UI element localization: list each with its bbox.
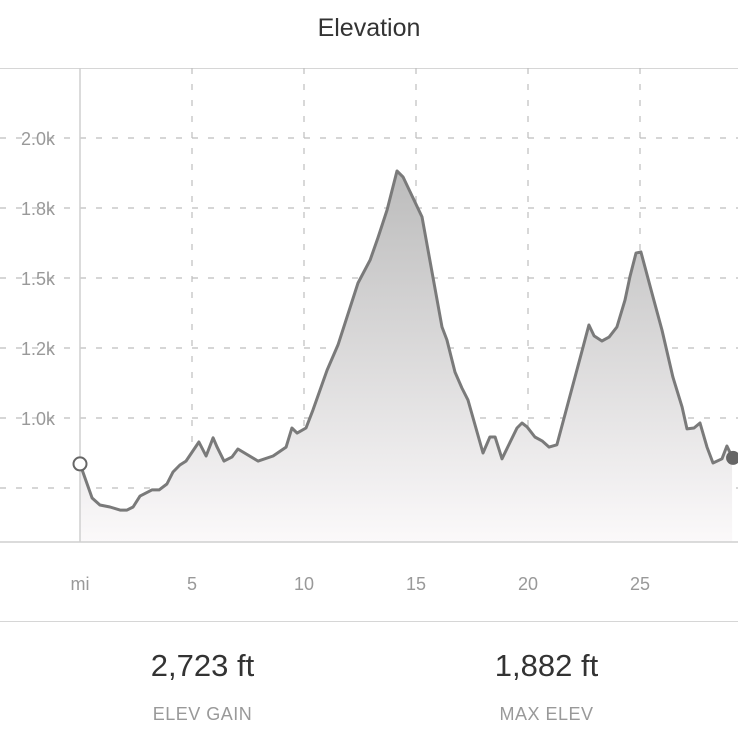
- elevation-area: [80, 171, 733, 542]
- stats-divider: [0, 621, 738, 622]
- x-tick-label: 25: [630, 574, 650, 594]
- stat-value: 2,723 ft: [150, 648, 255, 683]
- elevation-chart: 1.0k 1.2k 1.5k 1.8k 2.0k 5 10 15 20 25 mi: [0, 68, 738, 594]
- y-tick-label: 1.8k: [21, 199, 56, 219]
- stat-label: MAX ELEV: [499, 704, 594, 724]
- x-tick-label: 20: [518, 574, 538, 594]
- stat-label: ELEV GAIN: [152, 704, 253, 724]
- y-tick-label: 1.0k: [21, 409, 56, 429]
- elevation-line: [78, 169, 734, 512]
- header-divider: [0, 68, 738, 69]
- x-tick-label: 5: [187, 574, 197, 594]
- stat-value: 1,882 ft: [494, 648, 599, 683]
- start-marker: [72, 456, 88, 472]
- x-tick-label: 15: [406, 574, 426, 594]
- chart-title: Elevation: [317, 14, 421, 42]
- y-tick-label: 1.2k: [21, 339, 56, 359]
- y-tick-label: 1.5k: [21, 269, 56, 289]
- y-tick-label: 2.0k: [21, 129, 56, 149]
- end-marker: [726, 450, 738, 465]
- x-unit-label: mi: [71, 574, 90, 594]
- x-tick-label: 10: [294, 574, 314, 594]
